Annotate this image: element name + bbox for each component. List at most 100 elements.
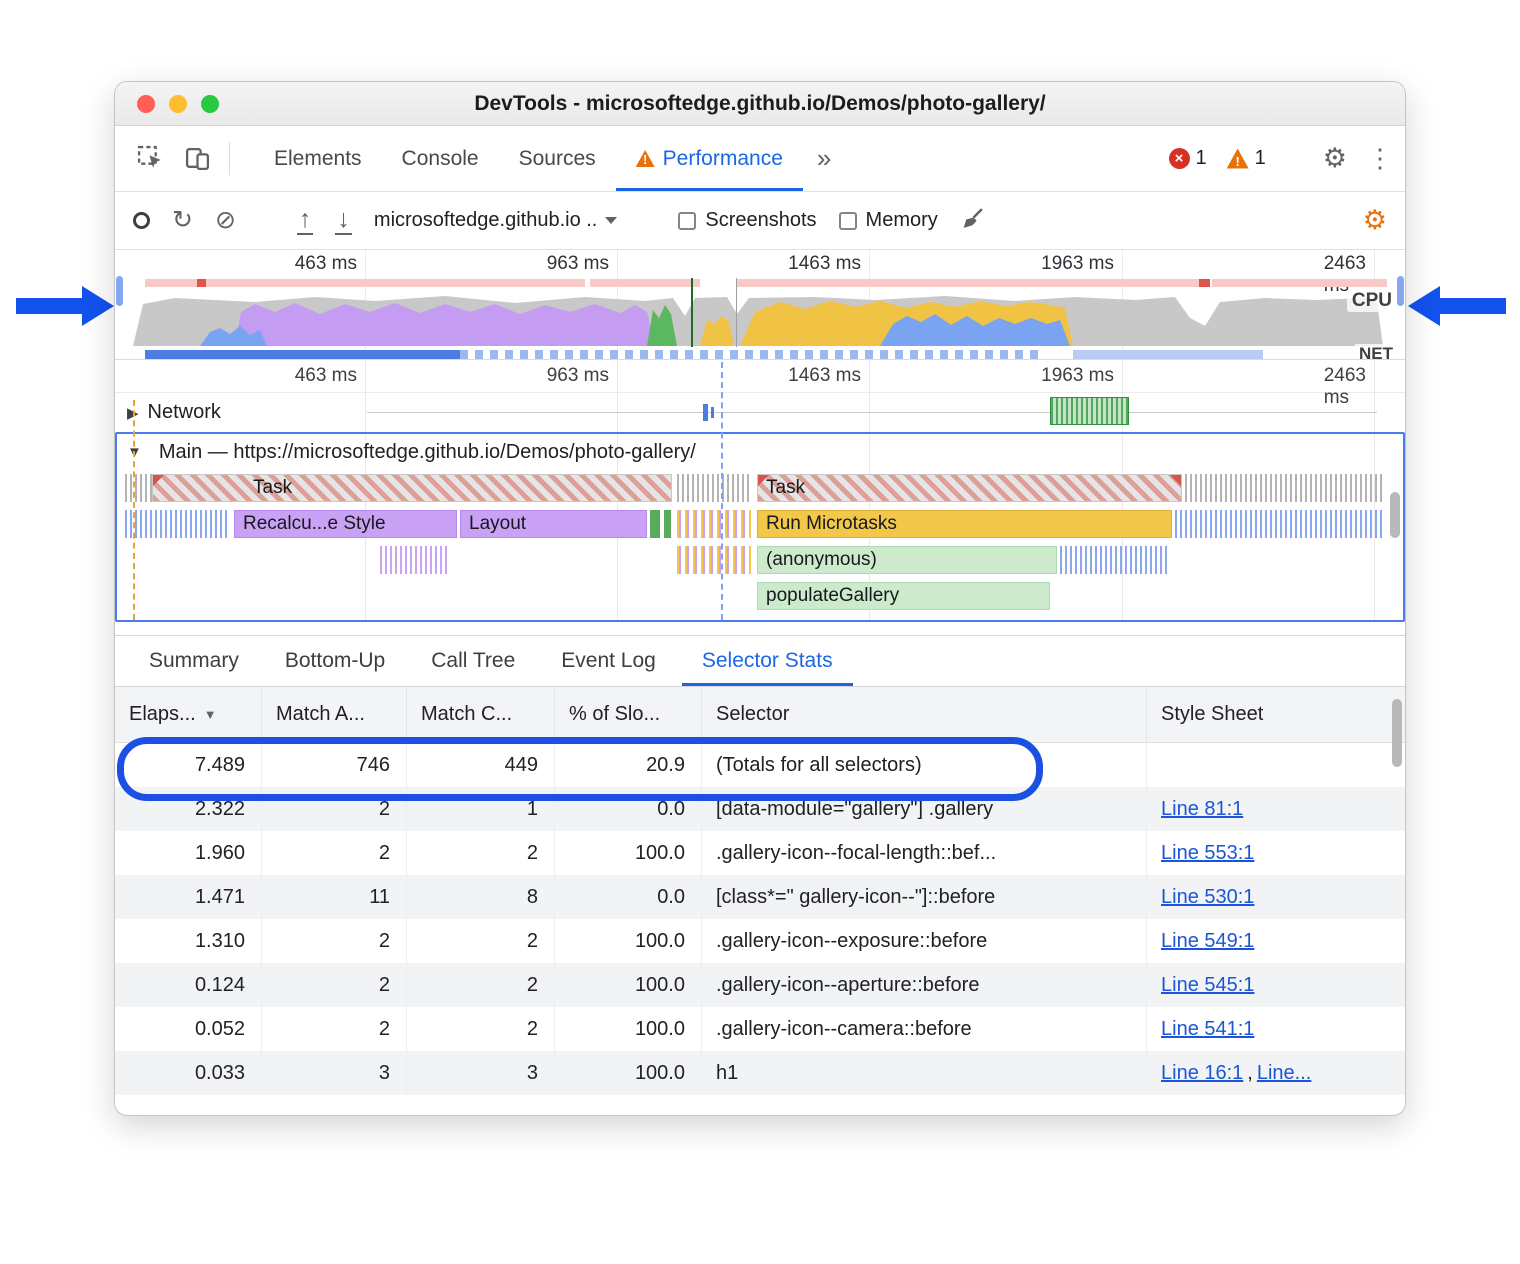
tracks-scrollbar[interactable] [1390, 492, 1400, 538]
disclosure-triangle-icon[interactable]: ▶ [127, 404, 139, 422]
column-header-match-attempts[interactable]: Match A... [262, 687, 407, 742]
task-bar[interactable]: Task [757, 474, 1182, 502]
capture-settings-gear-icon[interactable]: ⚙ [1362, 205, 1387, 235]
network-request[interactable] [711, 407, 714, 418]
column-header-elapsed[interactable]: Elaps... ▼ [115, 687, 262, 742]
collect-garbage-button[interactable] [960, 206, 985, 236]
task-bar[interactable]: Task [152, 474, 672, 502]
cpu-activity-chart [133, 296, 1383, 346]
sort-desc-icon: ▼ [203, 707, 217, 722]
populate-gallery-bar[interactable]: populateGallery [757, 582, 1050, 610]
screenshots-checkbox[interactable]: Screenshots [678, 209, 817, 232]
table-row-totals[interactable]: 7.489 746 449 20.9 (Totals for all selec… [115, 743, 1405, 787]
function-call-bar[interactable] [664, 510, 671, 538]
network-activity-bar [145, 350, 460, 359]
style-sheet-link[interactable]: Line 553:1 [1161, 841, 1255, 864]
table-row[interactable]: 1.960 2 2 100.0 .gallery-icon--focal-len… [115, 831, 1405, 875]
style-sheet-link[interactable]: Line... [1256, 1061, 1312, 1084]
main-track-header[interactable]: ▼ Main — https://microsoftedge.github.io… [117, 434, 1403, 470]
titlebar: DevTools - microsoftedge.github.io/Demos… [115, 82, 1405, 126]
menu-kebab-icon[interactable]: ⋮ [1367, 143, 1393, 173]
device-toolbar-icon [185, 148, 210, 171]
tab-call-tree[interactable]: Call Tree [431, 649, 516, 672]
tab-bottom-up[interactable]: Bottom-Up [284, 649, 386, 672]
memory-checkbox[interactable]: Memory [838, 209, 938, 232]
activity-ticks [1175, 510, 1385, 538]
style-sheet-link[interactable]: Line 81:1 [1161, 797, 1244, 820]
main-track-label: Main — https://microsoftedge.github.io/D… [158, 440, 696, 463]
more-tabs-button[interactable]: » [816, 143, 832, 173]
overview-time-label: 963 ms [546, 253, 609, 274]
record-button[interactable] [133, 212, 150, 229]
function-call-bar[interactable] [650, 510, 660, 538]
inspect-element-button[interactable] [127, 126, 174, 191]
long-task-strip [145, 279, 585, 287]
style-sheet-link[interactable]: Line 530:1 [1161, 885, 1255, 908]
table-scrollbar[interactable] [1392, 699, 1402, 767]
long-task-marker [1199, 279, 1210, 287]
chevron-down-icon [605, 217, 618, 224]
network-activity-bar [1073, 350, 1263, 359]
overview-time-label: 1963 ms [1041, 253, 1114, 274]
timeline-overview[interactable]: 463 ms 963 ms 1463 ms 1963 ms 2463 ms [115, 250, 1405, 360]
zoom-button[interactable] [201, 95, 219, 113]
performance-toolbar: ↻ ⊘ ↑ ↓ microsoftedge.github.io .. Scree… [115, 192, 1405, 250]
activity-ticks [1185, 474, 1385, 502]
overview-right-handle[interactable] [1397, 276, 1404, 306]
network-request[interactable] [703, 404, 708, 421]
tab-summary[interactable]: Summary [149, 649, 239, 672]
long-task-marker [197, 279, 206, 287]
network-track[interactable]: ▶ Network [115, 393, 1405, 432]
tab-event-log[interactable]: Event Log [561, 649, 656, 672]
style-sheet-link[interactable]: Line 545:1 [1161, 973, 1255, 996]
overview-left-handle[interactable] [116, 276, 123, 306]
broom-icon [963, 207, 983, 228]
layout-bar[interactable]: Layout [460, 510, 647, 538]
column-header-style-sheet[interactable]: Style Sheet [1161, 703, 1264, 725]
table-row[interactable]: 0.052 2 2 100.0 .gallery-icon--camera::b… [115, 1007, 1405, 1051]
run-microtasks-bar[interactable]: Run Microtasks [757, 510, 1172, 538]
tracks-region: 463 ms 963 ms 1463 ms 1963 ms 2463 ms ▶ … [115, 360, 1405, 622]
device-toolbar-button[interactable] [174, 126, 221, 191]
table-row[interactable]: 1.471 11 8 0.0 [class*=" gallery-icon--"… [115, 875, 1405, 919]
network-activity-bar [460, 350, 1045, 359]
navigation-marker [721, 362, 723, 620]
link-separator: , [1247, 1061, 1253, 1084]
reload-and-record-button[interactable]: ↻ [172, 206, 193, 234]
style-sheet-link[interactable]: Line 549:1 [1161, 929, 1255, 952]
close-button[interactable] [137, 95, 155, 113]
cpu-track-label: CPU [1346, 290, 1397, 312]
tab-sources[interactable]: Sources [518, 146, 596, 170]
error-badge[interactable]: × 1 [1168, 147, 1207, 170]
style-sheet-link[interactable]: Line 16:1 [1161, 1061, 1244, 1084]
style-sheet-link[interactable]: Line 541:1 [1161, 1017, 1255, 1040]
table-row[interactable]: 2.322 2 1 0.0 [data-module="gallery"] .g… [115, 787, 1405, 831]
tab-elements[interactable]: Elements [274, 146, 362, 170]
activity-ticks [1060, 546, 1168, 574]
tab-console[interactable]: Console [401, 146, 479, 170]
annotation-arrow-left [16, 286, 114, 326]
clear-recording-button[interactable]: ⊘ [214, 206, 236, 234]
warning-badge[interactable]: ! 1 [1226, 147, 1266, 170]
warning-icon: ! [1226, 148, 1249, 169]
tab-selector-stats[interactable]: Selector Stats [682, 636, 853, 686]
anonymous-function-bar[interactable]: (anonymous) [757, 546, 1057, 574]
minimize-button[interactable] [169, 95, 187, 113]
table-header: Elaps... ▼ Match A... Match C... % of Sl… [115, 687, 1405, 743]
network-request-long[interactable] [1050, 397, 1129, 425]
network-track-label: Network [147, 401, 221, 423]
load-profile-button[interactable]: ↓ [335, 204, 352, 235]
column-header-match-count[interactable]: Match C... [407, 687, 555, 742]
inspect-icon [137, 145, 161, 168]
table-row[interactable]: 0.033 3 3 100.0 h1 Line 16:1 , Line... [115, 1051, 1405, 1095]
save-profile-button[interactable]: ↑ [296, 204, 314, 235]
network-baseline [367, 412, 1377, 413]
column-header-selector[interactable]: Selector [702, 687, 1147, 742]
recalculate-style-bar[interactable]: Recalcu...e Style [234, 510, 457, 538]
column-header-pct-slow[interactable]: % of Slo... [555, 687, 702, 742]
settings-gear-icon[interactable]: ⚙ [1322, 143, 1347, 173]
tab-performance[interactable]: ! Performance [616, 126, 803, 191]
table-row[interactable]: 1.310 2 2 100.0 .gallery-icon--exposure:… [115, 919, 1405, 963]
table-row[interactable]: 0.124 2 2 100.0 .gallery-icon--aperture:… [115, 963, 1405, 1007]
profile-history-select[interactable]: microsoftedge.github.io .. [374, 209, 618, 232]
